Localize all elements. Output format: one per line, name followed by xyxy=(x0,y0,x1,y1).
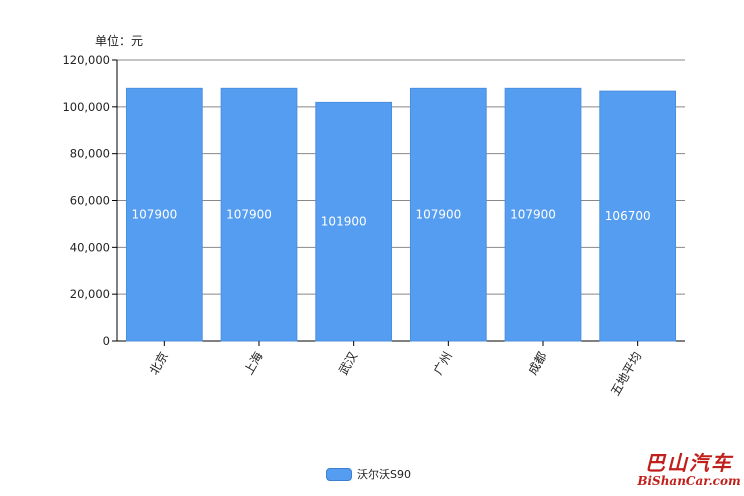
bar xyxy=(125,87,203,342)
bar xyxy=(599,90,677,342)
watermark-en: BiShanCar.com xyxy=(637,474,741,488)
x-category-label: 成都 xyxy=(525,350,549,378)
y-tick-label: 20,000 xyxy=(70,287,110,301)
y-tick-label: 120,000 xyxy=(62,53,110,67)
y-tick-label: 0 xyxy=(103,334,110,348)
watermark-cn: 巴山汽车 xyxy=(645,451,733,475)
x-category-label: 广州 xyxy=(431,350,455,378)
bar-value-label: 107900 xyxy=(415,208,461,222)
bar-value-label: 107900 xyxy=(226,208,272,222)
watermark-logo: 巴山汽车 BiShanCar.com xyxy=(636,452,742,488)
x-category-label: 上海 xyxy=(241,349,266,377)
bar-value-label: 107900 xyxy=(131,208,177,222)
bar xyxy=(504,87,582,342)
y-tick-label: 40,000 xyxy=(70,240,110,254)
bar-value-label: 107900 xyxy=(510,208,556,222)
x-category-label: 五地平均 xyxy=(608,350,644,399)
y-unit-label: 单位：元 xyxy=(95,34,144,48)
legend-label: 沃尔沃S90 xyxy=(357,468,411,481)
bar-value-label: 106700 xyxy=(605,209,651,223)
bar xyxy=(409,87,487,342)
y-tick-label: 60,000 xyxy=(70,194,110,208)
legend[interactable]: 沃尔沃S90 xyxy=(326,466,411,482)
bar-value-label: 101900 xyxy=(321,215,367,229)
legend-swatch xyxy=(326,467,352,481)
x-category-label: 北京 xyxy=(147,350,171,378)
x-category-label: 武汉 xyxy=(336,350,360,378)
bar xyxy=(315,101,393,342)
y-tick-label: 80,000 xyxy=(70,147,110,161)
y-tick-label: 100,000 xyxy=(62,100,110,114)
